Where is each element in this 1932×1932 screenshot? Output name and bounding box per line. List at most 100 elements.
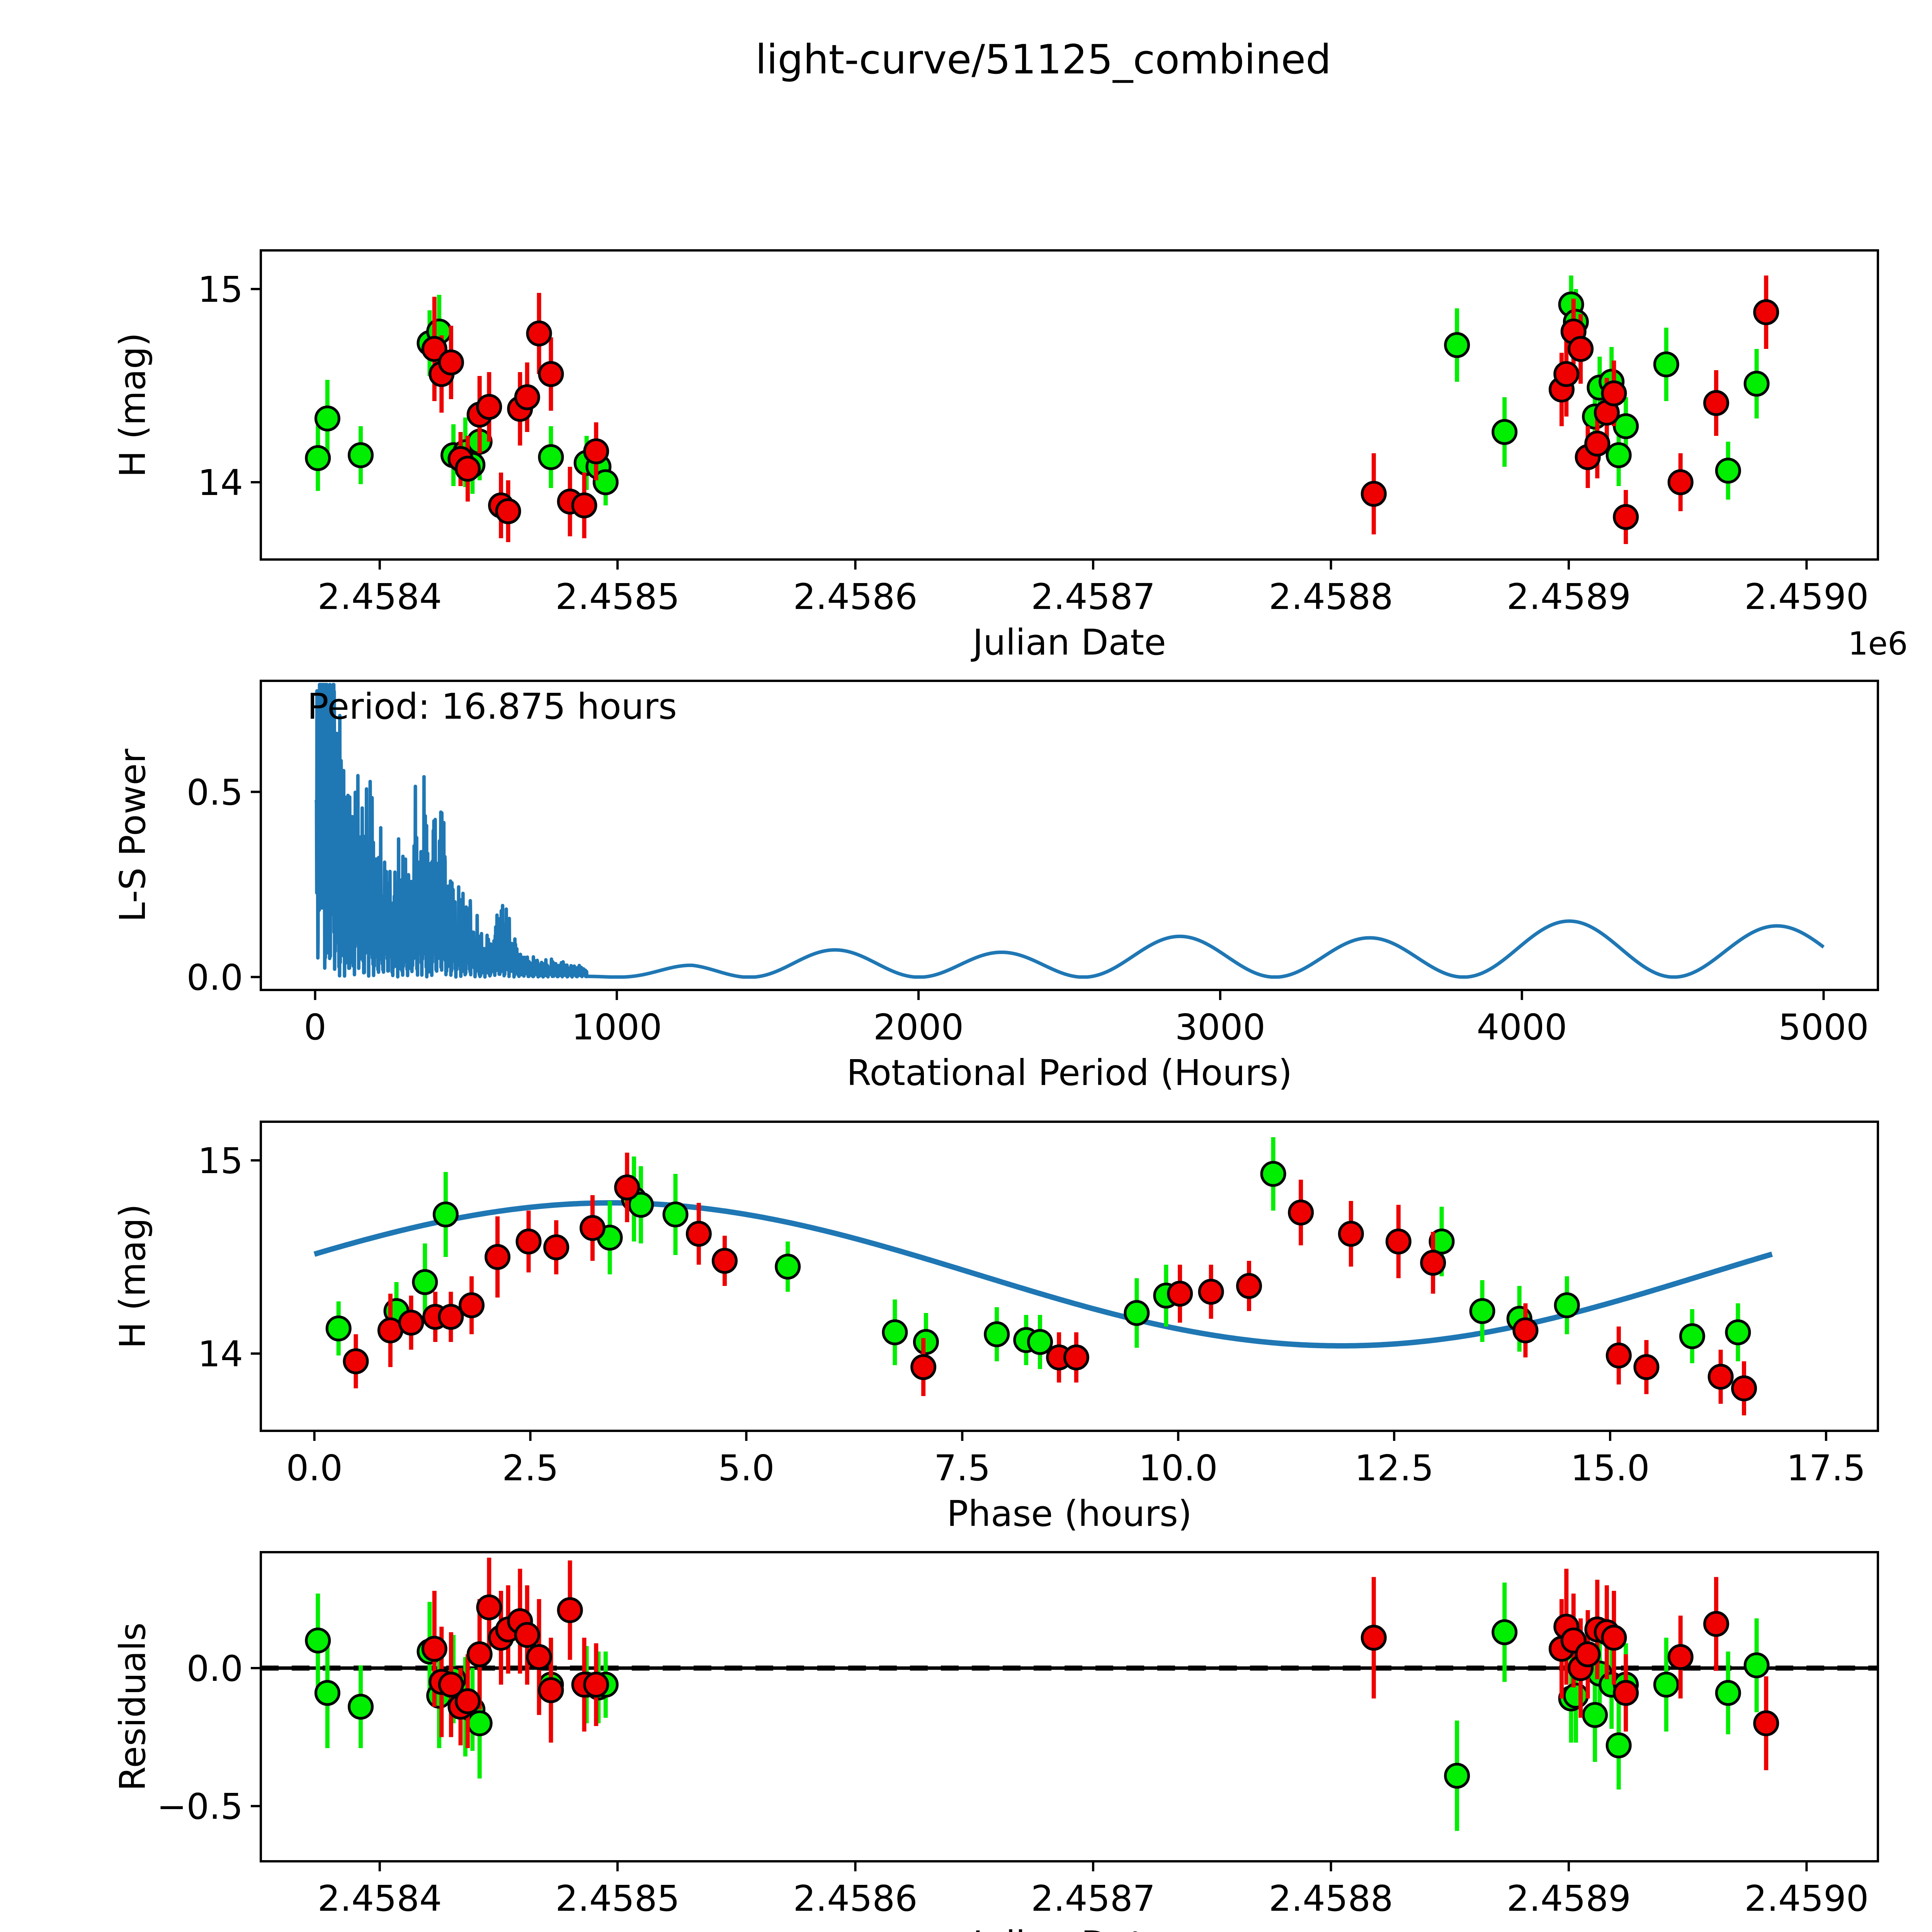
data-series-red bbox=[421, 1558, 1779, 1770]
data-point bbox=[685, 1221, 712, 1247]
data-point bbox=[495, 498, 521, 524]
data-point bbox=[614, 1174, 640, 1201]
data-point bbox=[343, 1348, 369, 1374]
data-point bbox=[882, 1319, 908, 1345]
x-axis-label: Phase (hours) bbox=[947, 1493, 1192, 1534]
data-point bbox=[1568, 336, 1594, 362]
x-tick-label: 2.4586 bbox=[793, 576, 918, 617]
data-point bbox=[438, 1672, 464, 1698]
data-point bbox=[1633, 1354, 1660, 1380]
data-point bbox=[1613, 504, 1639, 530]
panel-light-curve: 2.4584 2.4585 2.4586 2.4587 2.4588 2.4589 2.45… bbox=[112, 249, 1908, 663]
data-point bbox=[1385, 1228, 1412, 1255]
x-tick-label: 2.4584 bbox=[318, 1878, 442, 1919]
data-point bbox=[438, 1304, 464, 1330]
data-point bbox=[1653, 1672, 1679, 1698]
axes-spine bbox=[260, 249, 1879, 561]
data-point bbox=[1743, 1652, 1770, 1679]
data-point bbox=[1715, 1680, 1741, 1706]
data-point bbox=[1601, 1624, 1627, 1651]
y-tick-label: 0.0 bbox=[187, 1648, 243, 1689]
data-point bbox=[1063, 1344, 1089, 1371]
data-point bbox=[1338, 1221, 1364, 1247]
data-point bbox=[1731, 1375, 1757, 1401]
x-tick-label: 5.0 bbox=[718, 1447, 774, 1489]
data-point bbox=[1361, 481, 1387, 507]
data-point bbox=[538, 1677, 564, 1703]
data-point bbox=[1167, 1281, 1193, 1307]
data-series-red bbox=[421, 276, 1779, 544]
data-point bbox=[1605, 1342, 1632, 1369]
data-point bbox=[1679, 1323, 1705, 1349]
data-point bbox=[538, 444, 564, 470]
data-point bbox=[325, 1315, 352, 1342]
y-tick-label: 14 bbox=[198, 462, 243, 503]
data-point bbox=[1582, 1702, 1608, 1728]
x-tick-label: 2.4587 bbox=[1031, 1878, 1155, 1919]
data-point bbox=[1553, 361, 1580, 387]
data-point bbox=[910, 1354, 937, 1380]
data-point bbox=[1444, 332, 1470, 358]
axes-spine bbox=[260, 680, 1879, 991]
data-point bbox=[1563, 1682, 1589, 1709]
data-point bbox=[662, 1201, 689, 1228]
data-point bbox=[314, 405, 340, 432]
data-point bbox=[454, 456, 481, 482]
x-tick-label: 4000 bbox=[1477, 1007, 1567, 1048]
x-tick-label: 2.4588 bbox=[1269, 576, 1393, 617]
y-tick-label: 0.5 bbox=[187, 772, 243, 813]
y-tick-label: 15 bbox=[198, 269, 243, 310]
data-point bbox=[592, 469, 619, 495]
data-point bbox=[712, 1248, 738, 1274]
x-tick-label: 2.4589 bbox=[1507, 1878, 1631, 1919]
data-point bbox=[1198, 1279, 1224, 1305]
data-point bbox=[1743, 371, 1770, 397]
axes-spine bbox=[260, 1551, 1879, 1862]
panel-phase-folded: 0.0 2.5 5.0 7.5 10.0 12.5 15.0 17.5 14 15 Phase (h… bbox=[112, 1121, 1879, 1534]
x-tick-label: 12.5 bbox=[1355, 1447, 1434, 1489]
x-tick-label: 2.4585 bbox=[555, 576, 680, 617]
data-point bbox=[466, 1641, 493, 1667]
data-point bbox=[1605, 1732, 1632, 1759]
data-point bbox=[583, 1672, 609, 1698]
x-tick-label: 0 bbox=[304, 1007, 327, 1048]
y-tick-label: 14 bbox=[198, 1333, 243, 1375]
x-tick-label: 5000 bbox=[1778, 1007, 1869, 1048]
data-point bbox=[1027, 1329, 1053, 1355]
data-point bbox=[476, 394, 502, 420]
data-point bbox=[1361, 1624, 1387, 1651]
data-point bbox=[1288, 1199, 1314, 1226]
data-point bbox=[579, 1215, 605, 1241]
data-point bbox=[1429, 1228, 1455, 1255]
axes-spine bbox=[260, 1121, 1879, 1432]
data-point bbox=[1260, 1161, 1286, 1187]
data-point bbox=[305, 445, 331, 471]
x-axis-label: Rotational Period (Hours) bbox=[847, 1052, 1292, 1094]
data-point bbox=[1715, 457, 1741, 484]
data-point bbox=[305, 1628, 331, 1654]
panel-residuals: 2.4584 2.4585 2.4586 2.4587 2.4588 2.4589 2.45… bbox=[112, 1551, 1908, 1932]
data-point bbox=[421, 336, 447, 362]
data-point bbox=[1708, 1364, 1734, 1390]
panel-periodogram: 0 1000 2000 3000 4000 5000 0.0 0.5 Rotational Pe… bbox=[112, 680, 1879, 1094]
periodogram-curve bbox=[315, 683, 1825, 979]
data-point bbox=[775, 1253, 801, 1280]
x-tick-label: 2.5 bbox=[502, 1447, 558, 1489]
x-tick-label: 17.5 bbox=[1786, 1447, 1866, 1489]
x-axis-offset-text: 1e6 bbox=[1848, 626, 1908, 662]
data-point bbox=[466, 1710, 493, 1736]
data-point bbox=[1753, 299, 1779, 325]
y-axis-label: Residuals bbox=[112, 1622, 153, 1791]
data-point bbox=[1703, 1611, 1729, 1637]
data-point bbox=[314, 1680, 340, 1706]
x-tick-label: 3000 bbox=[1175, 1007, 1265, 1048]
data-point bbox=[1236, 1273, 1262, 1299]
data-point bbox=[538, 361, 564, 387]
data-point bbox=[476, 1594, 502, 1621]
data-point bbox=[628, 1192, 654, 1218]
data-point bbox=[438, 349, 464, 376]
data-series-red bbox=[343, 1153, 1757, 1415]
x-tick-label: 10.0 bbox=[1139, 1447, 1218, 1489]
x-tick-label: 2.4585 bbox=[555, 1878, 680, 1919]
x-tick-label: 2.4589 bbox=[1507, 576, 1631, 617]
